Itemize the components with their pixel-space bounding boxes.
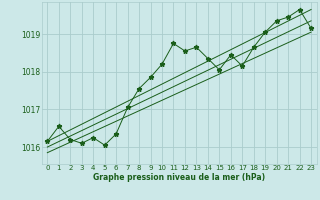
X-axis label: Graphe pression niveau de la mer (hPa): Graphe pression niveau de la mer (hPa): [93, 173, 265, 182]
